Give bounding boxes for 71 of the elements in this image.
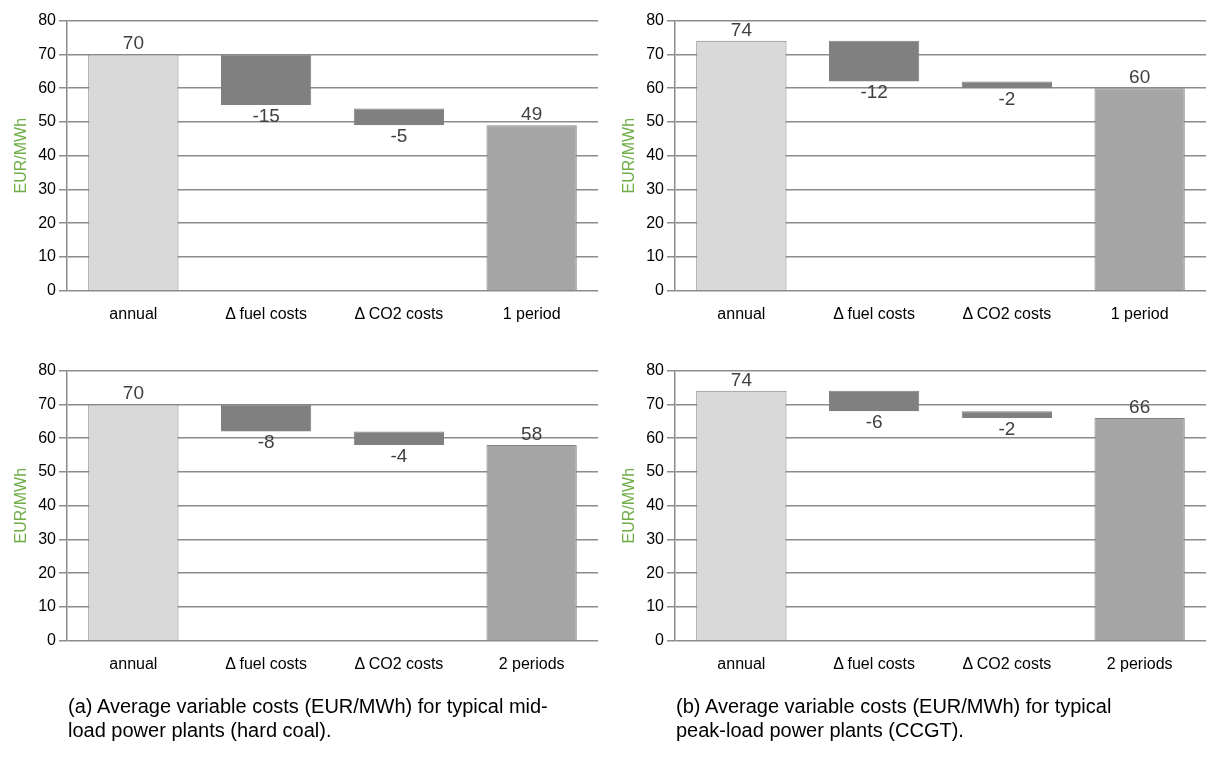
x-tick-label: Δ fuel costs (833, 654, 916, 672)
y-tick-label: 0 (655, 631, 665, 649)
y-tick-label: 70 (38, 44, 57, 62)
y-tick-label: 70 (646, 394, 665, 412)
y-tick-label: 40 (646, 496, 665, 514)
y-tick-label: 10 (38, 247, 57, 265)
x-tick-label: Δ CO2 costs (354, 304, 444, 322)
y-tick-label: 0 (655, 281, 665, 299)
y-tick-label: 80 (646, 11, 665, 29)
data-label: 70 (122, 382, 144, 404)
text: (b) Average variable costs (EUR/MWh) for typical peak-load power plants (CCGT). (675, 694, 1113, 742)
y-axis-title: EUR/MWh (12, 467, 30, 544)
y-tick-label: 30 (646, 529, 665, 547)
y-tick-label: 0 (47, 281, 57, 299)
x-tick-label: annual (717, 654, 766, 672)
x-tick-label: Δ fuel costs (225, 304, 308, 322)
x-tick-label: 1 period (502, 304, 561, 322)
y-tick-label: 50 (646, 112, 665, 130)
y-tick-label: 40 (38, 496, 57, 514)
y-tick-label: 80 (38, 11, 57, 29)
text: (a) Average variable costs (EUR/MWh) for typical mid-load power plants (hard coal). (67, 694, 549, 742)
y-tick-label: 60 (38, 428, 57, 446)
x-tick-label: Δ fuel costs (225, 654, 308, 672)
y-tick-label: 70 (38, 394, 57, 412)
x-tick-label: annual (109, 654, 158, 672)
y-tick-label: 20 (38, 563, 57, 581)
bar (961, 411, 1053, 418)
x-tick-label: annual (109, 304, 158, 322)
y-axis-title: EUR/MWh (12, 117, 30, 194)
y-tick-label: 40 (38, 146, 57, 164)
x-tick-label: 2 periods (498, 654, 565, 672)
y-tick-label: 80 (646, 361, 665, 379)
y-tick-label: 20 (38, 213, 57, 231)
y-tick-label: 30 (38, 179, 57, 197)
y-tick-label: 60 (646, 428, 665, 446)
x-tick-label: annual (717, 304, 766, 322)
x-tick-label: Δ CO2 costs (962, 304, 1052, 322)
y-tick-label: 50 (38, 112, 57, 130)
y-tick-label: 50 (646, 462, 665, 480)
y-tick-label: 10 (646, 247, 665, 265)
y-tick-label: 40 (646, 146, 665, 164)
data-label: -5 (390, 125, 408, 147)
y-tick-label: 70 (646, 44, 665, 62)
data-label: 70 (122, 32, 144, 54)
x-tick-label: Δ CO2 costs (962, 654, 1052, 672)
y-tick-label: 20 (646, 563, 665, 581)
y-tick-label: 20 (646, 213, 665, 231)
y-tick-label: 30 (646, 179, 665, 197)
y-tick-label: 60 (646, 78, 665, 96)
y-tick-label: 10 (38, 597, 57, 615)
data-label: -2 (998, 417, 1016, 439)
data-label: -2 (998, 87, 1016, 109)
data-label: 74 (730, 368, 753, 390)
data-label: 74 (730, 18, 753, 40)
x-tick-label: Δ CO2 costs (354, 654, 444, 672)
y-tick-label: 60 (38, 78, 57, 96)
y-tick-label: 80 (38, 361, 57, 379)
y-tick-label: 50 (38, 462, 57, 480)
y-tick-label: 0 (47, 631, 57, 649)
x-tick-label: 2 periods (1106, 654, 1173, 672)
x-tick-label: 1 period (1110, 304, 1169, 322)
y-axis-title: EUR/MWh (620, 117, 638, 194)
data-label: 60 (1129, 65, 1151, 87)
data-label: 49 (521, 103, 543, 125)
y-tick-label: 10 (646, 597, 665, 615)
data-label: -6 (865, 410, 883, 432)
y-axis-title: EUR/MWh (620, 467, 638, 544)
x-tick-label: Δ fuel costs (833, 304, 916, 322)
y-tick-label: 30 (38, 529, 57, 547)
data-label: -15 (252, 104, 280, 126)
data-label: -4 (390, 444, 408, 466)
